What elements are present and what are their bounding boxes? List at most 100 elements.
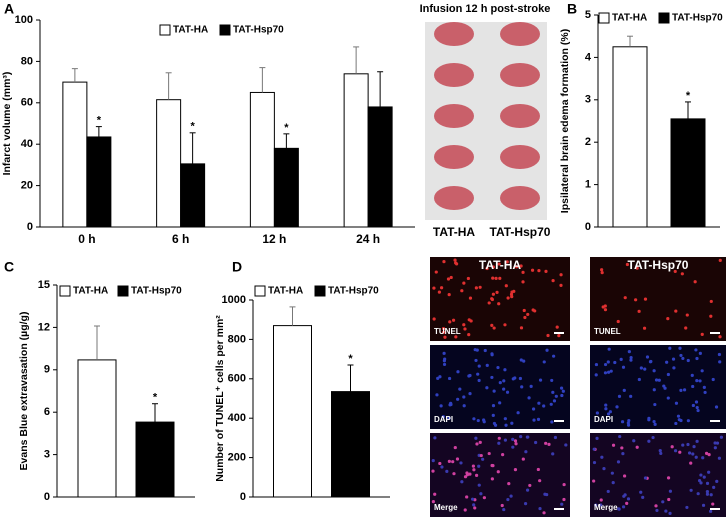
cell-dot	[625, 262, 630, 267]
cell-dot	[693, 280, 697, 284]
cell-dot	[551, 452, 555, 456]
cell-dot	[503, 323, 507, 327]
cell-dot	[606, 412, 611, 416]
cell-dot	[621, 505, 626, 509]
legend-label: TAT-HA	[268, 286, 303, 297]
cell-dot	[700, 332, 704, 337]
cell-dot	[545, 348, 549, 352]
cell-dot	[477, 378, 481, 383]
cell-dot	[602, 467, 606, 471]
cell-dot	[617, 394, 622, 398]
cell-dot	[478, 285, 482, 289]
cell-dot	[526, 312, 530, 317]
cell-dot	[497, 436, 501, 440]
cell-dot	[705, 481, 710, 485]
cell-dot	[713, 441, 717, 445]
cell-dot	[621, 452, 625, 456]
cell-dot	[525, 435, 530, 439]
cell-dot	[431, 500, 435, 504]
cell-dot	[536, 467, 540, 472]
cell-dot	[512, 289, 516, 293]
y-tick-label: 9	[44, 364, 50, 376]
cell-dot	[606, 489, 610, 494]
cell-dot	[449, 275, 453, 280]
brain-label: TAT-HA	[433, 225, 476, 239]
cell-dot	[513, 439, 518, 443]
cell-dot	[482, 418, 486, 422]
cell-dot	[639, 366, 643, 370]
cell-dot	[600, 455, 604, 459]
y-tick-label: 5	[585, 9, 591, 21]
brain-slice	[434, 186, 474, 210]
cell-dot	[705, 492, 710, 496]
x-tick-label: 6 h	[172, 232, 189, 246]
cell-dot	[521, 457, 525, 461]
cell-dot	[485, 266, 489, 271]
bar	[273, 147, 299, 228]
cell-dot	[652, 388, 656, 392]
bar	[156, 99, 182, 228]
y-tick-label: 0	[27, 221, 33, 233]
cell-dot	[653, 422, 657, 426]
cell-dot	[538, 506, 542, 511]
cell-dot	[530, 268, 535, 272]
cell-dot	[474, 473, 479, 477]
cell-dot	[623, 296, 627, 300]
cell-dot	[665, 360, 669, 364]
y-tick-label: 4	[585, 51, 592, 63]
cell-dot	[462, 281, 466, 285]
cell-dot	[707, 470, 711, 474]
cell-dot	[454, 261, 458, 265]
cell-dot	[672, 366, 676, 370]
cell-dot	[507, 482, 511, 486]
cell-dot	[629, 356, 633, 360]
cell-dot	[447, 459, 451, 464]
cell-dot	[433, 492, 437, 496]
cell-dot	[592, 460, 597, 465]
cell-dot	[643, 476, 648, 480]
cell-dot	[551, 390, 555, 394]
cell-dot	[487, 451, 491, 456]
cell-dot	[686, 358, 690, 363]
cell-dot	[679, 388, 683, 393]
cell-dot	[632, 439, 636, 443]
cell-dot	[560, 502, 564, 506]
cell-dot	[491, 265, 495, 269]
cell-dot	[456, 397, 460, 401]
bar	[331, 391, 370, 498]
cell-dot	[534, 440, 538, 445]
cell-dot	[718, 360, 722, 364]
legend-label: TAT-HA	[612, 13, 647, 24]
cell-dot	[433, 436, 437, 440]
cell-dot	[443, 335, 447, 339]
cell-dot	[513, 376, 517, 380]
cell-dot	[627, 350, 631, 354]
cell-dot	[698, 351, 702, 355]
cell-dot	[701, 456, 705, 460]
cell-dot	[447, 293, 451, 297]
cell-dot	[696, 492, 700, 496]
cell-dot	[615, 405, 619, 409]
legend-label: TAT-Hsp70	[328, 286, 379, 297]
cell-dot	[674, 421, 678, 426]
cell-dot	[519, 326, 524, 330]
cell-dot	[518, 376, 523, 381]
brain-slice	[500, 186, 540, 210]
cell-dot	[498, 401, 502, 405]
cell-dot	[448, 320, 452, 324]
micro-column-label: TAT-Hsp70	[628, 258, 689, 272]
cell-dot	[647, 418, 651, 422]
legend-label: TAT-HA	[173, 25, 208, 36]
cell-dot	[662, 384, 666, 388]
x-tick-label: 12 h	[262, 232, 286, 246]
cell-dot	[458, 387, 462, 391]
cell-dot	[592, 479, 596, 483]
bar	[86, 136, 112, 228]
legend-label: TAT-Hsp70	[233, 25, 284, 36]
cell-dot	[441, 415, 445, 419]
cell-dot	[668, 346, 672, 350]
cell-dot	[437, 290, 441, 294]
cell-dot	[453, 445, 457, 450]
cell-dot	[695, 379, 699, 383]
cell-dot	[707, 453, 711, 457]
